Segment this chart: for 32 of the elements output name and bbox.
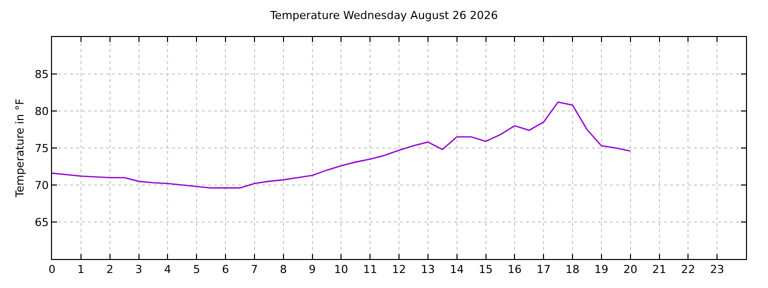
y-tick-label: 70 [34, 178, 49, 192]
x-tick-label: 22 [681, 263, 696, 276]
x-tick-label: 1 [77, 263, 84, 276]
line-series [52, 101, 631, 189]
y-tick-label: 85 [34, 68, 49, 81]
x-tick-label: 20 [623, 263, 638, 276]
x-tick-label: 16 [508, 263, 522, 276]
x-tick-label: 3 [135, 263, 142, 276]
x-tick-label: 11 [363, 263, 378, 276]
y-axis-title: Temperature in °F [13, 98, 26, 198]
x-tick-label: 8 [280, 263, 287, 276]
x-tick-label: 5 [193, 263, 200, 276]
x-tick-label: 17 [536, 263, 551, 276]
x-tick-label: 9 [308, 263, 316, 276]
x-tick-label: 7 [250, 263, 258, 276]
x-tick-label: 0 [48, 263, 56, 276]
x-tick-label: 14 [450, 263, 464, 276]
x-tick-label: 2 [106, 263, 114, 276]
x-tick-label: 13 [420, 263, 435, 276]
x-tick-label: 6 [222, 263, 229, 276]
chart-title: Temperature Wednesday August 26 2026 [269, 9, 498, 22]
y-tick-label: 75 [34, 142, 49, 155]
x-tick-label: 18 [566, 263, 580, 276]
y-tick-label: 65 [34, 216, 49, 229]
x-tick-label: 19 [594, 263, 608, 276]
x-tick-label: 10 [334, 263, 348, 276]
x-tick-label: 15 [478, 263, 493, 276]
x-tick-label: 21 [652, 263, 666, 276]
x-tick-label: 4 [164, 263, 172, 276]
y-tick-label: 80 [34, 104, 49, 118]
x-tick-label: 23 [710, 263, 724, 276]
x-tick-label: 12 [392, 263, 406, 276]
